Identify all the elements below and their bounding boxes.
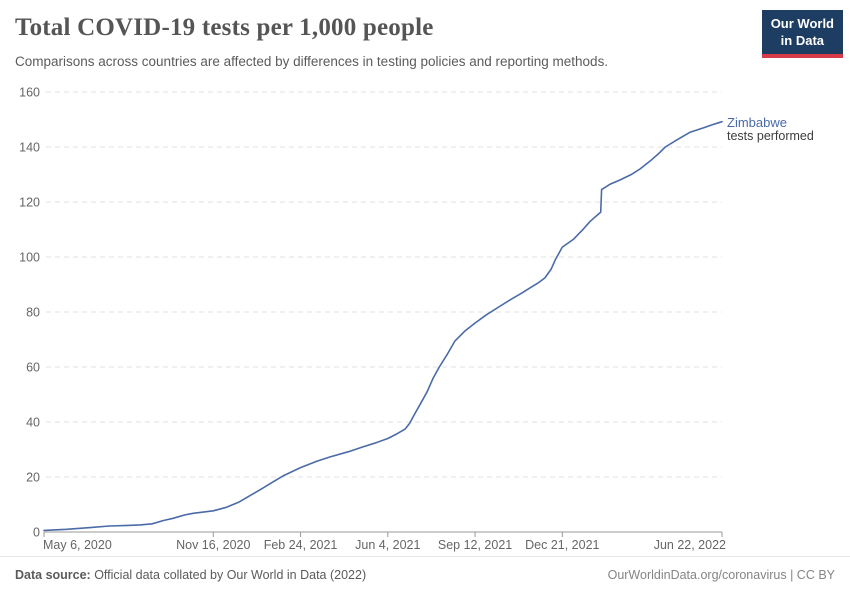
footer-source-text: Official data collated by Our World in D… <box>90 568 367 582</box>
x-tick-label: Dec 21, 2021 <box>525 538 599 552</box>
footer-divider <box>0 556 850 557</box>
y-tick-label: 80 <box>26 306 40 320</box>
owid-logo: Our World in Data <box>761 10 843 58</box>
y-tick-label: 40 <box>26 416 40 430</box>
y-tick-label: 100 <box>19 251 40 265</box>
footer-source: Data source: Official data collated by O… <box>15 568 366 582</box>
series-line <box>43 120 723 532</box>
owid-logo-line2: in Data <box>780 32 825 48</box>
x-tick-label: Jun 4, 2021 <box>355 538 420 552</box>
footer-source-label: Data source: <box>15 568 91 582</box>
x-tick-label: Feb 24, 2021 <box>264 538 338 552</box>
x-tick-label: Sep 12, 2021 <box>438 538 512 552</box>
series-entity-label: Zimbabwe <box>727 115 787 130</box>
footer-credit: OurWorldinData.org/coronavirus | CC BY <box>607 568 835 582</box>
chart-title: Total COVID-19 tests per 1,000 people <box>15 14 434 41</box>
y-tick-label: 140 <box>19 141 40 155</box>
owid-logo-line1: Our World <box>770 16 834 31</box>
y-tick-label: 20 <box>26 471 40 485</box>
y-tick-label: 60 <box>26 361 40 375</box>
y-tick-label: 0 <box>33 526 40 540</box>
chart-subtitle: Comparisons across countries are affecte… <box>15 54 609 69</box>
series-metric-label: tests performed <box>727 128 814 143</box>
x-tick-label: Nov 16, 2020 <box>176 538 250 552</box>
x-tick-label: Jun 22, 2022 <box>654 538 726 552</box>
x-tick-label: May 6, 2020 <box>43 538 112 552</box>
y-tick-label: 160 <box>19 86 40 100</box>
series-label: Zimbabwe tests performed <box>727 116 814 143</box>
y-tick-label: 120 <box>19 196 40 210</box>
